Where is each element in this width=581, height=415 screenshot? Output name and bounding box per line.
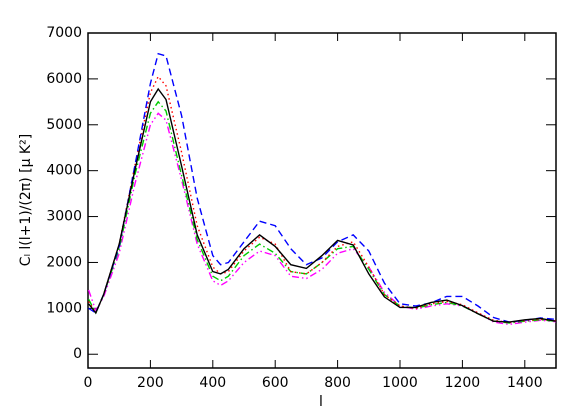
line-series: [88, 87, 557, 323]
y-tick-label: 3000: [46, 209, 82, 225]
y-tick-label: 6000: [46, 71, 82, 87]
y-tick-label: 1000: [46, 300, 82, 316]
x-axis-label: l: [319, 394, 323, 410]
x-tick-label: 1000: [382, 375, 418, 391]
y-tick-label: 5000: [46, 117, 82, 133]
x-tick-label: 1200: [445, 375, 481, 391]
x-tick-label: 600: [262, 375, 289, 391]
x-tick-label: 800: [324, 375, 351, 391]
line-series: [87, 100, 557, 324]
y-tick-label: 2000: [46, 254, 82, 270]
x-tick-label: 400: [199, 375, 226, 391]
y-tick-label: 7000: [46, 25, 82, 41]
line-series: [88, 52, 557, 323]
plot-frame: [87, 32, 557, 369]
x-tick-label: 0: [84, 375, 93, 391]
y-axis-label: Cₗ l(l+1)/(2π) [μ K²]: [18, 134, 34, 266]
y-tick-label: 0: [73, 346, 82, 362]
x-tick-label: 1400: [507, 375, 543, 391]
line-series: [87, 112, 557, 326]
x-tick-label: 200: [137, 375, 164, 391]
y-tick-label: 4000: [46, 163, 82, 179]
